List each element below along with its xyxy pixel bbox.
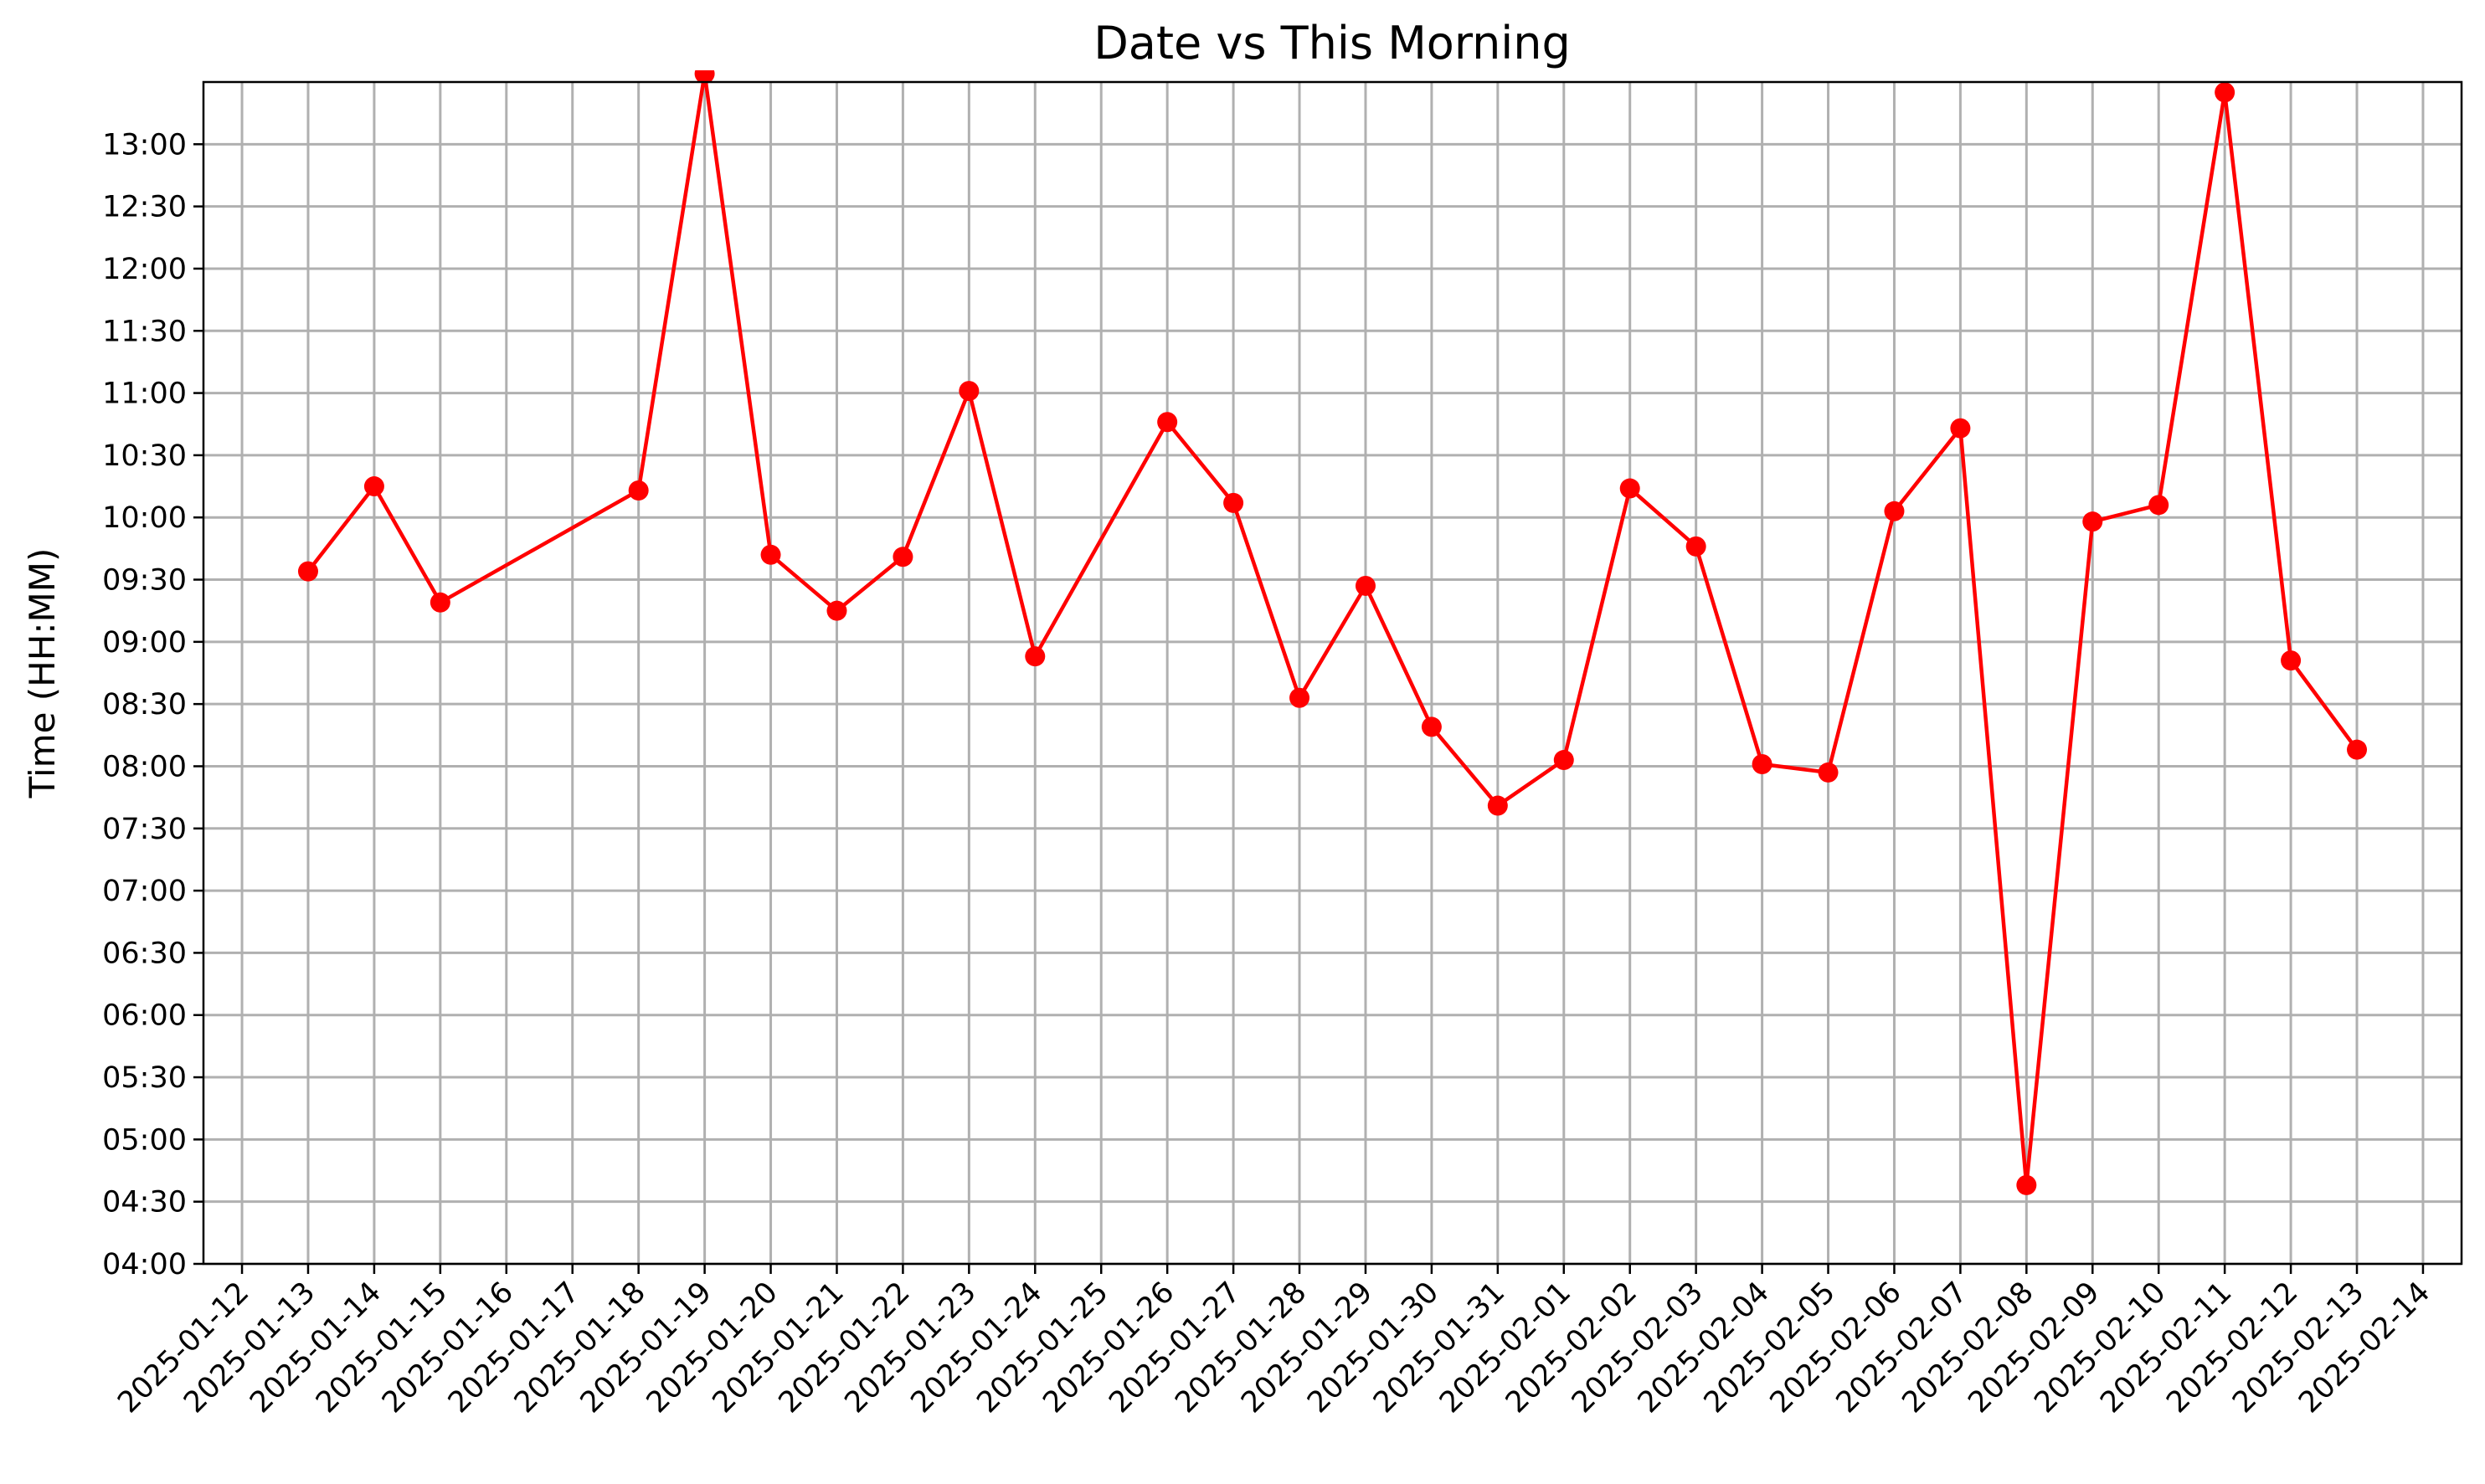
y-tick-label: 07:30 bbox=[102, 813, 187, 846]
y-tick-label: 09:30 bbox=[102, 564, 187, 598]
data-point bbox=[1355, 575, 1376, 596]
y-tick-label: 08:30 bbox=[102, 688, 187, 721]
data-point bbox=[2215, 82, 2235, 103]
data-point bbox=[1025, 646, 1046, 667]
data-point bbox=[1289, 687, 1310, 708]
y-tick-label: 11:30 bbox=[102, 315, 187, 348]
y-tick-label: 05:00 bbox=[102, 1123, 187, 1157]
y-tick-label: 10:30 bbox=[102, 439, 187, 473]
y-tick-label: 06:30 bbox=[102, 937, 187, 970]
y-tick-label: 11:00 bbox=[102, 377, 187, 411]
y-tick-label: 12:30 bbox=[102, 191, 187, 224]
data-point bbox=[363, 476, 384, 497]
data-point bbox=[826, 600, 847, 621]
grid bbox=[203, 82, 2462, 1266]
y-tick-label: 07:00 bbox=[102, 875, 187, 908]
series-layer bbox=[297, 70, 2368, 1195]
y-tick-label: 13:00 bbox=[102, 128, 187, 162]
data-point bbox=[959, 381, 980, 402]
data-point bbox=[2347, 739, 2368, 760]
data-point bbox=[1619, 478, 1640, 499]
data-point bbox=[628, 480, 649, 501]
data-point bbox=[1685, 536, 1706, 557]
y-tick-label: 05:30 bbox=[102, 1061, 187, 1095]
data-point bbox=[2148, 495, 2169, 516]
y-tick-label: 04:00 bbox=[102, 1248, 187, 1281]
data-point bbox=[1223, 492, 1244, 513]
data-point bbox=[893, 547, 913, 567]
data-point bbox=[1487, 795, 1508, 816]
data-point bbox=[1421, 716, 1442, 737]
data-point bbox=[1884, 501, 1905, 521]
data-point bbox=[694, 70, 715, 85]
data-point bbox=[430, 592, 450, 613]
y-tick-label: 10:00 bbox=[102, 501, 187, 535]
y-tick-label: 06:00 bbox=[102, 999, 187, 1033]
chart-title: Date vs This Morning bbox=[1093, 17, 1571, 69]
data-point bbox=[1818, 762, 1839, 783]
y-tick-label: 12:00 bbox=[102, 253, 187, 286]
data-point bbox=[2281, 650, 2302, 671]
y-tick-label: 04:30 bbox=[102, 1186, 187, 1220]
y-tick-label: 08:00 bbox=[102, 750, 187, 783]
y-tick-label: 09:00 bbox=[102, 626, 187, 660]
data-point bbox=[2016, 1174, 2037, 1195]
data-point bbox=[760, 544, 781, 565]
data-point bbox=[1157, 412, 1178, 433]
data-point bbox=[2082, 511, 2103, 532]
series-line bbox=[306, 71, 2359, 1188]
axis-ticks: 2025-01-122025-01-132025-01-142025-01-15… bbox=[102, 128, 2436, 1420]
data-point bbox=[1950, 418, 1971, 439]
data-point bbox=[1553, 750, 1574, 771]
data-point bbox=[297, 561, 318, 582]
data-point bbox=[1752, 753, 1772, 774]
y-axis-label: Time (HH:MM) bbox=[22, 548, 63, 799]
plot-frame bbox=[202, 80, 2463, 1266]
